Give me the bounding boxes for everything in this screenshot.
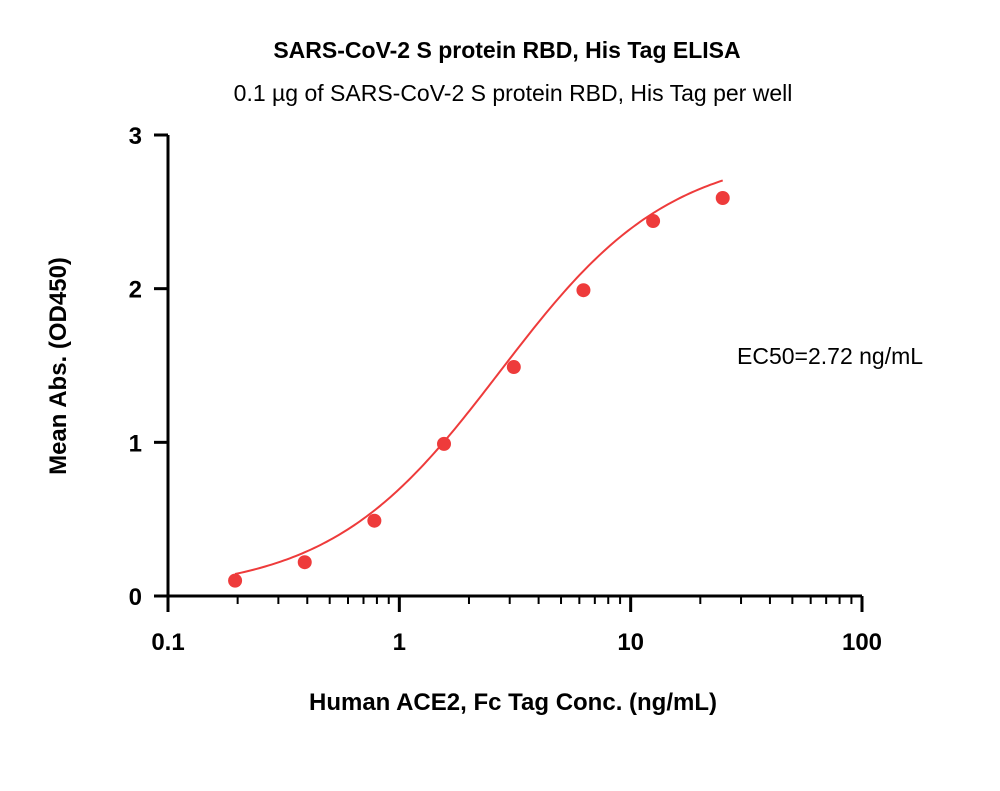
data-point xyxy=(367,513,382,528)
x-tick-label: 0.1 xyxy=(151,629,184,656)
chart-title: SARS-CoV-2 S protein RBD, His Tag ELISA xyxy=(273,37,740,63)
y-tick-label: 3 xyxy=(129,123,142,150)
y-tick-label: 0 xyxy=(129,584,142,611)
fit-curve-layer xyxy=(234,179,724,576)
chart-subtitle: 0.1 µg of SARS-CoV-2 S protein RBD, His … xyxy=(234,80,793,106)
data-point xyxy=(437,436,452,451)
ec50-annotation: EC50=2.72 ng/mL xyxy=(737,343,923,369)
data-point xyxy=(506,360,521,375)
y-axis-label: Mean Abs. (OD450) xyxy=(45,257,72,475)
data-point xyxy=(576,283,591,298)
x-tick-label: 10 xyxy=(617,629,644,656)
data-point xyxy=(297,555,312,570)
data-points xyxy=(228,191,730,588)
data-point xyxy=(228,573,243,588)
x-axis-label: Human ACE2, Fc Tag Conc. (ng/mL) xyxy=(309,689,717,716)
axes: 0 1 2 3 0.1 1 10 100 xyxy=(129,123,882,656)
y-tick-label: 2 xyxy=(129,277,142,304)
x-tick-label: 100 xyxy=(842,629,882,656)
data-point xyxy=(646,214,661,229)
data-point xyxy=(715,191,730,206)
y-tick-label: 1 xyxy=(129,430,142,457)
x-tick-label: 1 xyxy=(393,629,406,656)
fit-curve xyxy=(234,179,724,576)
